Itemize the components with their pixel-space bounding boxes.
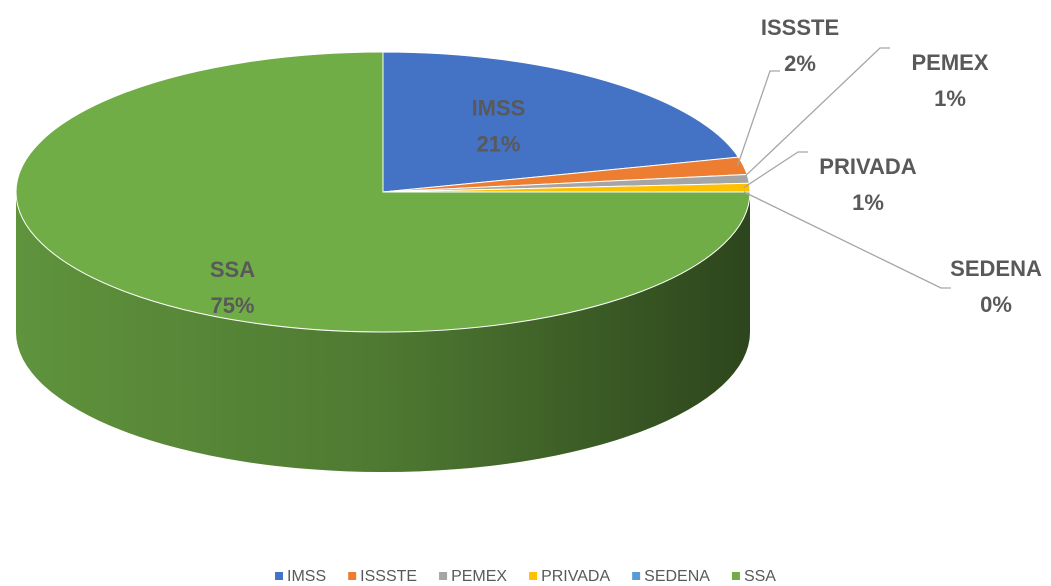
- legend-swatch: [275, 572, 284, 580]
- data-label: 2%: [784, 51, 816, 76]
- leader-line: [741, 47, 890, 180]
- data-label-name: PEMEX: [911, 50, 988, 75]
- legend-swatch: [632, 572, 641, 580]
- data-label: 1%: [934, 86, 966, 111]
- legend-label: IMSS: [287, 568, 326, 585]
- legend-swatch: [731, 572, 740, 580]
- leader-line: [736, 70, 780, 166]
- legend-item: SEDENA: [632, 568, 710, 585]
- legend-swatch: [529, 572, 538, 580]
- legend-item: PRIVADA: [529, 568, 610, 585]
- slice: [15, 51, 751, 333]
- data-label-name: SEDENA: [950, 256, 1042, 281]
- data-label: 21%: [476, 132, 520, 157]
- data-label: 0%: [980, 292, 1012, 317]
- data-label-name: ISSSTE: [761, 15, 839, 40]
- legend-item: ISSSTE: [348, 568, 417, 585]
- data-label: 75%: [210, 293, 254, 318]
- legend-swatch: [348, 572, 357, 580]
- legend-label: SEDENA: [644, 568, 710, 585]
- leader-line: [743, 191, 951, 289]
- legend-item: SSA: [731, 568, 776, 585]
- leader-line: [743, 151, 808, 189]
- legend-item: PEMEX: [439, 568, 507, 585]
- legend-label: PRIVADA: [541, 568, 610, 585]
- legend-label: PEMEX: [451, 568, 507, 585]
- slice: [382, 51, 740, 193]
- data-label: 1%: [852, 190, 884, 215]
- data-label-name: IMSS: [472, 96, 526, 121]
- legend: IMSS ISSSTE PEMEX PRIVADA SEDENA SSA: [275, 568, 776, 585]
- legend-item: IMSS: [275, 568, 326, 585]
- legend-label: ISSSTE: [360, 568, 417, 585]
- data-label-name: PRIVADA: [819, 154, 916, 179]
- data-label-name: SSA: [210, 257, 255, 282]
- legend-label: SSA: [744, 568, 776, 585]
- legend-swatch: [439, 572, 448, 580]
